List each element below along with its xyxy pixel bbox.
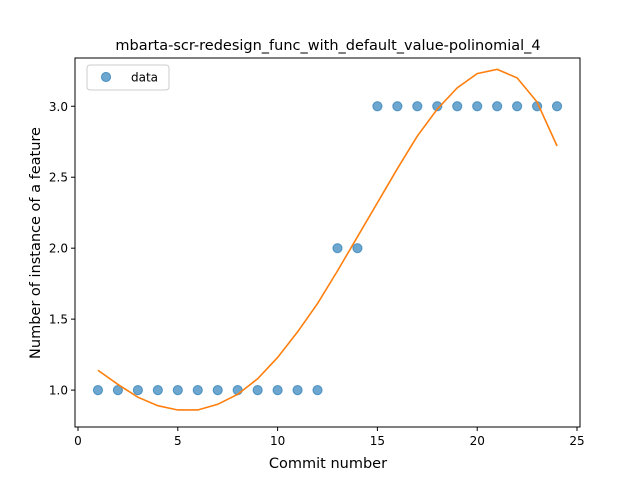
data-point [332,243,343,254]
data-point [272,385,283,396]
data-point [472,101,483,112]
x-tick-label: 25 [569,434,584,448]
x-tick-label: 20 [470,434,485,448]
legend-label: data [131,71,158,85]
data-point [551,101,563,112]
y-axis-label: Number of instance of a feature [28,127,44,359]
data-point [512,101,523,112]
y-tick-label: 3.0 [49,100,68,114]
y-tick-label: 1.0 [49,384,68,398]
data-point [172,385,183,396]
data-point [152,385,163,396]
data-point [212,385,223,396]
data-point [112,385,124,396]
y-tick-label: 2.5 [49,171,68,185]
data-point [372,101,383,112]
data-point [132,385,143,396]
data-point [412,101,423,112]
data-point [192,385,203,396]
legend-marker [100,71,112,83]
data-point [432,101,443,112]
data-point [352,243,363,254]
data-point [452,101,463,112]
data-point [92,385,104,396]
x-tick-label: 10 [270,434,285,448]
x-axis-label: Commit number [269,456,387,472]
data-point [292,385,303,396]
fit-line [97,68,558,411]
x-tick-label: 0 [74,434,82,448]
data-point [232,385,243,396]
x-tick-label: 15 [370,434,385,448]
y-tick-label: 2.0 [49,242,68,256]
chart-title: mbarta-scr-redesign_func_with_default_va… [115,38,540,54]
legend-box [86,64,170,91]
data-point [252,385,263,396]
data-point [392,101,403,112]
x-tick-label: 5 [174,434,182,448]
data-point [312,385,323,396]
axes-frame [74,57,581,428]
data-point [492,101,503,112]
plot-area: 0 5 10 15 20 25 1.0 1.5 2.0 2.5 3.0 data [49,57,585,448]
y-tick-label: 1.5 [49,313,68,327]
